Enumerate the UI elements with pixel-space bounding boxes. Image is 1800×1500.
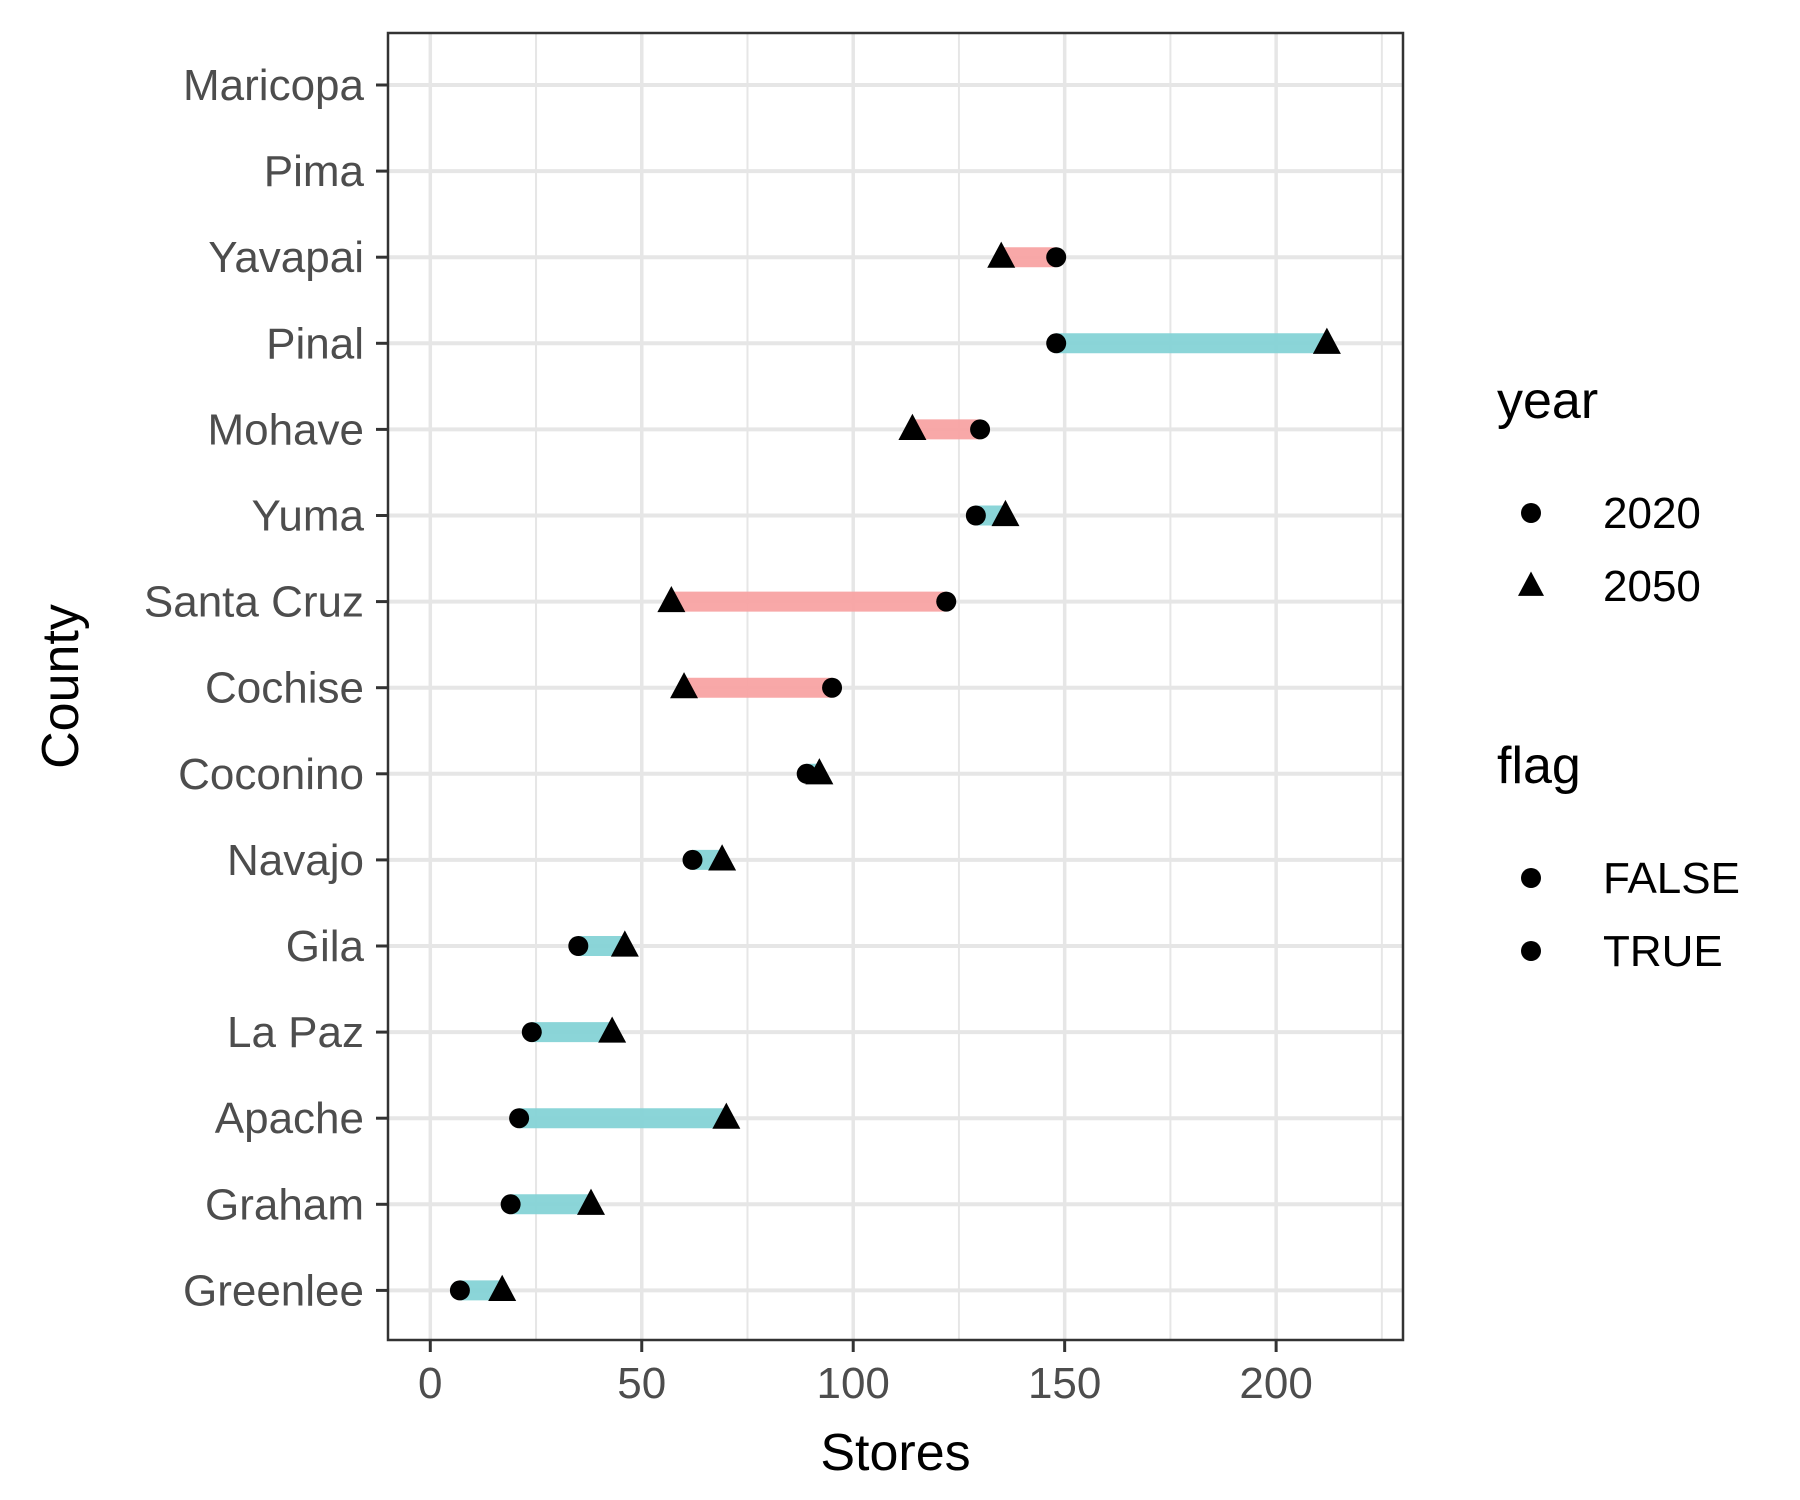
legend-title-flag: flag <box>1497 737 1581 795</box>
point-2020-graham <box>500 1194 521 1215</box>
y-tick-label-coconino: Coconino <box>178 750 364 799</box>
y-tick-label-navajo: Navajo <box>227 836 364 885</box>
data-points <box>449 241 1341 1301</box>
y-tick-label-yavapai: Yavapai <box>208 233 364 282</box>
y-tick-label-apache: Apache <box>215 1094 364 1143</box>
legend-key-2020 <box>1521 503 1541 523</box>
x-tick-label-0: 0 <box>418 1359 442 1408</box>
y-tick-label-cochise: Cochise <box>205 664 364 713</box>
point-2020-cochise <box>822 677 843 698</box>
legend-label-true: TRUE <box>1603 927 1723 976</box>
point-2050-yavapai <box>987 241 1016 268</box>
point-2050-gila <box>610 930 639 957</box>
point-2050-graham <box>577 1188 605 1215</box>
x-axis-title: Stores <box>820 1424 970 1482</box>
y-tick-label-greenlee: Greenlee <box>183 1266 364 1315</box>
point-2020-yuma <box>965 505 986 526</box>
point-2020-santa-cruz <box>936 591 957 612</box>
y-axis-title: County <box>32 604 90 769</box>
legend-label-false: FALSE <box>1603 854 1740 903</box>
legend-label-2050: 2050 <box>1603 562 1701 611</box>
point-2050-apache <box>712 1102 741 1129</box>
point-2020-apache <box>509 1108 530 1129</box>
y-tick-label-graham: Graham <box>205 1180 364 1229</box>
y-tick-label-pima: Pima <box>264 147 365 196</box>
legend-flag: flag FALSE TRUE <box>1497 737 1740 976</box>
point-2050-cochise <box>670 672 699 699</box>
point-2050-pinal <box>1312 327 1341 354</box>
point-2020-greenlee <box>449 1280 470 1301</box>
legend-key-2050 <box>1518 571 1544 596</box>
y-tick-label-santa-cruz: Santa Cruz <box>144 578 364 627</box>
y-tick-label-la-paz: La Paz <box>227 1008 364 1057</box>
point-2020-mohave <box>970 419 991 440</box>
legend-title-year: year <box>1497 372 1598 430</box>
legend: year 2020 2050 flag FALSE TRUE <box>1497 372 1740 976</box>
point-2020-gila <box>568 936 589 956</box>
x-tick-label-200: 200 <box>1239 1359 1312 1408</box>
y-tick-label-pinal: Pinal <box>266 319 364 368</box>
x-tick-label-150: 150 <box>1028 1359 1101 1408</box>
point-2050-greenlee <box>488 1274 517 1301</box>
point-2050-la-paz <box>598 1016 627 1043</box>
y-tick-label-yuma: Yuma <box>251 492 364 541</box>
point-2020-la-paz <box>521 1022 542 1043</box>
point-2050-santa-cruz <box>657 585 686 613</box>
point-2050-navajo <box>708 844 737 871</box>
axes: Maricopa Pima Yavapai Pinal Mohave Yuma Santa … <box>144 61 1313 1408</box>
point-2020-navajo <box>682 849 703 870</box>
x-tick-label-50: 50 <box>617 1359 666 1408</box>
point-2050-coconino <box>805 758 834 785</box>
point-2020-pinal <box>1046 333 1067 354</box>
point-2020-yavapai <box>1046 247 1067 268</box>
point-2050-mohave <box>898 413 927 440</box>
legend-label-2020: 2020 <box>1603 489 1701 538</box>
y-tick-label-gila: Gila <box>286 922 365 971</box>
legend-key-false <box>1521 868 1541 888</box>
grid-lines <box>388 33 1403 1340</box>
legend-year: year 2020 2050 <box>1497 372 1701 611</box>
y-tick-label-maricopa: Maricopa <box>183 61 364 110</box>
point-2050-yuma <box>991 499 1020 527</box>
y-tick-label-mohave: Mohave <box>207 405 364 454</box>
x-tick-label-100: 100 <box>816 1359 889 1408</box>
legend-key-true <box>1521 941 1541 961</box>
